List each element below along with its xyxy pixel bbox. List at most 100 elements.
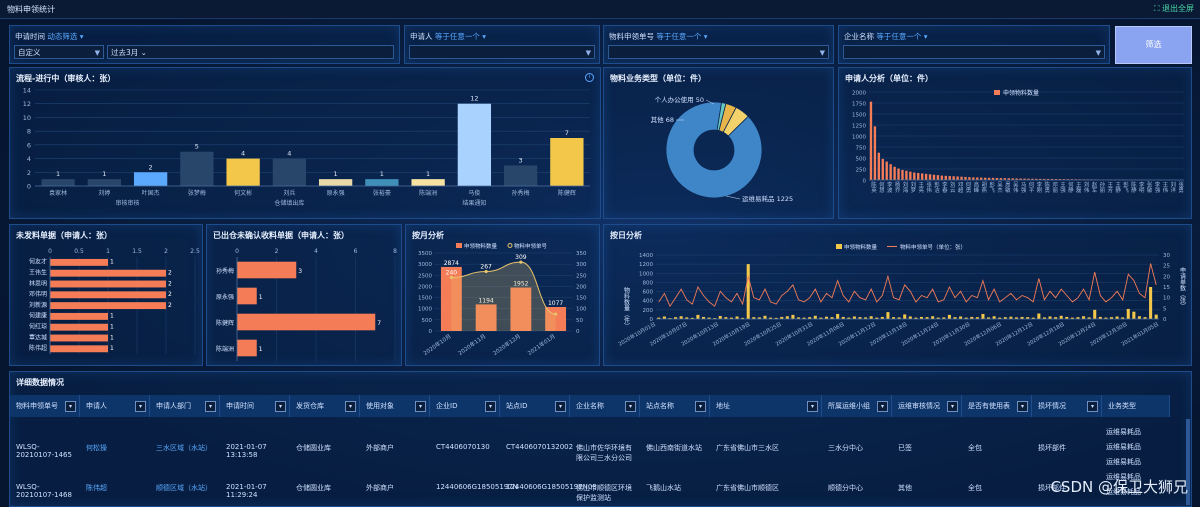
column-header[interactable]: 申请人▾ bbox=[80, 395, 150, 417]
y-tick-label: 6 bbox=[27, 141, 31, 149]
column-header[interactable]: 地址▾ bbox=[710, 395, 822, 417]
column-header[interactable]: 企业名称▾ bbox=[570, 395, 640, 417]
bar bbox=[50, 259, 108, 266]
table-cell[interactable]: 顺德区域（水站） bbox=[156, 483, 216, 493]
bar-value-label: 1 bbox=[110, 313, 114, 320]
column-header[interactable]: 是否有使用表▾ bbox=[962, 395, 1032, 417]
sort-dropdown-icon[interactable]: ▾ bbox=[275, 401, 286, 412]
bar bbox=[814, 316, 817, 319]
bar bbox=[747, 264, 750, 319]
time-type-select[interactable]: 自定义▼ bbox=[14, 45, 104, 59]
column-header[interactable]: 站点ID▾ bbox=[500, 395, 570, 417]
y-tick-label: 王伟生 bbox=[29, 268, 47, 276]
column-header[interactable]: 物料申领单号▾ bbox=[10, 395, 80, 417]
y2-tick-label: 25 bbox=[1163, 264, 1170, 270]
y2-tick-label: 15 bbox=[1163, 285, 1170, 291]
bar-value-label: 1 bbox=[56, 170, 60, 178]
bar bbox=[870, 102, 872, 180]
company-select[interactable]: ▼ bbox=[843, 45, 1105, 59]
bar-value-label: 1 bbox=[259, 294, 263, 301]
column-header[interactable]: 申请时间▾ bbox=[220, 395, 290, 417]
table-cell: CT4406070132002 bbox=[506, 443, 566, 451]
bar-value-label: 3 bbox=[298, 268, 302, 275]
sort-dropdown-icon[interactable]: ▾ bbox=[1017, 401, 1028, 412]
x-tick-label: 彭飞 bbox=[988, 180, 995, 193]
chevron-down-icon[interactable]: ▾ bbox=[480, 32, 486, 41]
sort-dropdown-icon[interactable]: ▾ bbox=[65, 401, 76, 412]
y-tick-label: 1750 bbox=[852, 102, 866, 108]
form-no-mode-link[interactable]: 等于任意一个 bbox=[656, 32, 701, 41]
company-mode-link[interactable]: 等于任意一个 bbox=[876, 32, 921, 41]
bar bbox=[226, 159, 259, 186]
x-tick-label: 王强 bbox=[1059, 181, 1066, 194]
bar bbox=[937, 175, 939, 180]
column-header[interactable]: 业务类型 bbox=[1102, 395, 1170, 417]
column-header[interactable]: 申请人部门▾ bbox=[150, 395, 220, 417]
y-tick-label: 750 bbox=[856, 146, 867, 152]
sort-dropdown-icon[interactable]: ▾ bbox=[415, 401, 426, 412]
applicant-select[interactable]: ▼ bbox=[409, 45, 595, 59]
slice-label: 其他 68 bbox=[651, 115, 674, 124]
table-cell[interactable]: 陈伟超 bbox=[86, 483, 146, 493]
sort-dropdown-icon[interactable]: ▾ bbox=[695, 401, 706, 412]
column-header[interactable]: 运维审核情况▾ bbox=[892, 395, 962, 417]
sort-dropdown-icon[interactable]: ▾ bbox=[345, 401, 356, 412]
bar bbox=[50, 302, 166, 309]
title-bar: 物料申领统计 ⛶ 退出全屏 bbox=[0, 0, 1200, 19]
x-tick-label: 邓丽 bbox=[1051, 180, 1058, 194]
y2-tick-label: 150 bbox=[576, 296, 587, 302]
sort-dropdown-icon[interactable]: ▾ bbox=[205, 401, 216, 412]
table-cell: 2021-01-07 13:13:58 bbox=[226, 443, 286, 459]
sort-dropdown-icon[interactable]: ▾ bbox=[135, 401, 146, 412]
y-tick-label: 1500 bbox=[418, 296, 432, 302]
chevron-down-icon[interactable]: ▾ bbox=[77, 32, 83, 41]
dynamic-filter-link[interactable]: 动态筛选 bbox=[47, 32, 77, 41]
table-cell[interactable]: 三水区域（水站） bbox=[156, 443, 216, 453]
sort-dropdown-icon[interactable]: ▾ bbox=[877, 401, 888, 412]
bar bbox=[913, 173, 915, 180]
bar-value-label: 7 bbox=[565, 129, 569, 137]
column-header[interactable]: 企业ID▾ bbox=[430, 395, 500, 417]
sort-dropdown-icon[interactable]: ▾ bbox=[807, 401, 818, 412]
column-header[interactable]: 发货仓库▾ bbox=[290, 395, 360, 417]
x-tick-label: 陈端洲 bbox=[419, 189, 437, 197]
bar-value-label: 1077 bbox=[548, 300, 563, 307]
query-button[interactable]: 筛选 bbox=[1115, 26, 1192, 64]
bar-value-label: 5 bbox=[195, 143, 199, 151]
x-tick-label: 何平 bbox=[1027, 180, 1034, 194]
sort-dropdown-icon[interactable]: ▾ bbox=[485, 401, 496, 412]
column-header[interactable]: 所属运维小组▾ bbox=[822, 395, 892, 417]
y-tick-label: 10 bbox=[23, 114, 31, 122]
legend-label: 申领物料数量 bbox=[464, 242, 498, 250]
bar bbox=[41, 179, 74, 186]
applicant-mode-link[interactable]: 等于任意一个 bbox=[435, 32, 480, 41]
filter-form-no-label: 物料申领单号 bbox=[609, 32, 654, 41]
x-tick-label: 孙丽 bbox=[1098, 180, 1105, 194]
bar bbox=[1155, 315, 1158, 319]
time-range-select[interactable]: 过去3月 ⌄ bbox=[107, 45, 394, 59]
sort-dropdown-icon[interactable]: ▾ bbox=[625, 401, 636, 412]
column-header[interactable]: 使用对象▾ bbox=[360, 395, 430, 417]
x-tick-label: 李波 bbox=[886, 180, 893, 194]
table-cell[interactable]: 何松操 bbox=[86, 443, 146, 453]
bar-value-label: 2 bbox=[168, 291, 172, 298]
x-tick-label: 2020年12月 bbox=[491, 332, 522, 357]
group-label: 结果通知 bbox=[462, 199, 486, 207]
chevron-down-icon[interactable]: ▾ bbox=[701, 32, 707, 41]
process-bar-chart: 024681012141袁家林1刘婷2叶国杰5张梦梅4何文彬4刘兵1原永强1张裕… bbox=[10, 68, 600, 218]
sort-dropdown-icon[interactable]: ▾ bbox=[1087, 401, 1098, 412]
bar bbox=[903, 314, 906, 319]
x-tick-label: 刘伟 bbox=[1083, 180, 1090, 194]
column-header[interactable]: 站点名称▾ bbox=[640, 395, 710, 417]
legend-swatch bbox=[456, 243, 462, 248]
sort-dropdown-icon[interactable]: ▾ bbox=[947, 401, 958, 412]
form-no-select[interactable]: ▼ bbox=[608, 45, 829, 59]
x-tick-label: 李春 bbox=[941, 180, 948, 194]
exit-fullscreen-button[interactable]: ⛶ 退出全屏 bbox=[1154, 3, 1194, 14]
column-header[interactable]: 损坏情况▾ bbox=[1032, 395, 1102, 417]
x-tick-label: 刘兵 bbox=[283, 189, 295, 197]
chevron-down-icon[interactable]: ▾ bbox=[921, 32, 927, 41]
bar-value-label: 2874 bbox=[444, 260, 459, 267]
sort-dropdown-icon[interactable]: ▾ bbox=[555, 401, 566, 412]
x-tick-label: 4 bbox=[314, 248, 318, 255]
